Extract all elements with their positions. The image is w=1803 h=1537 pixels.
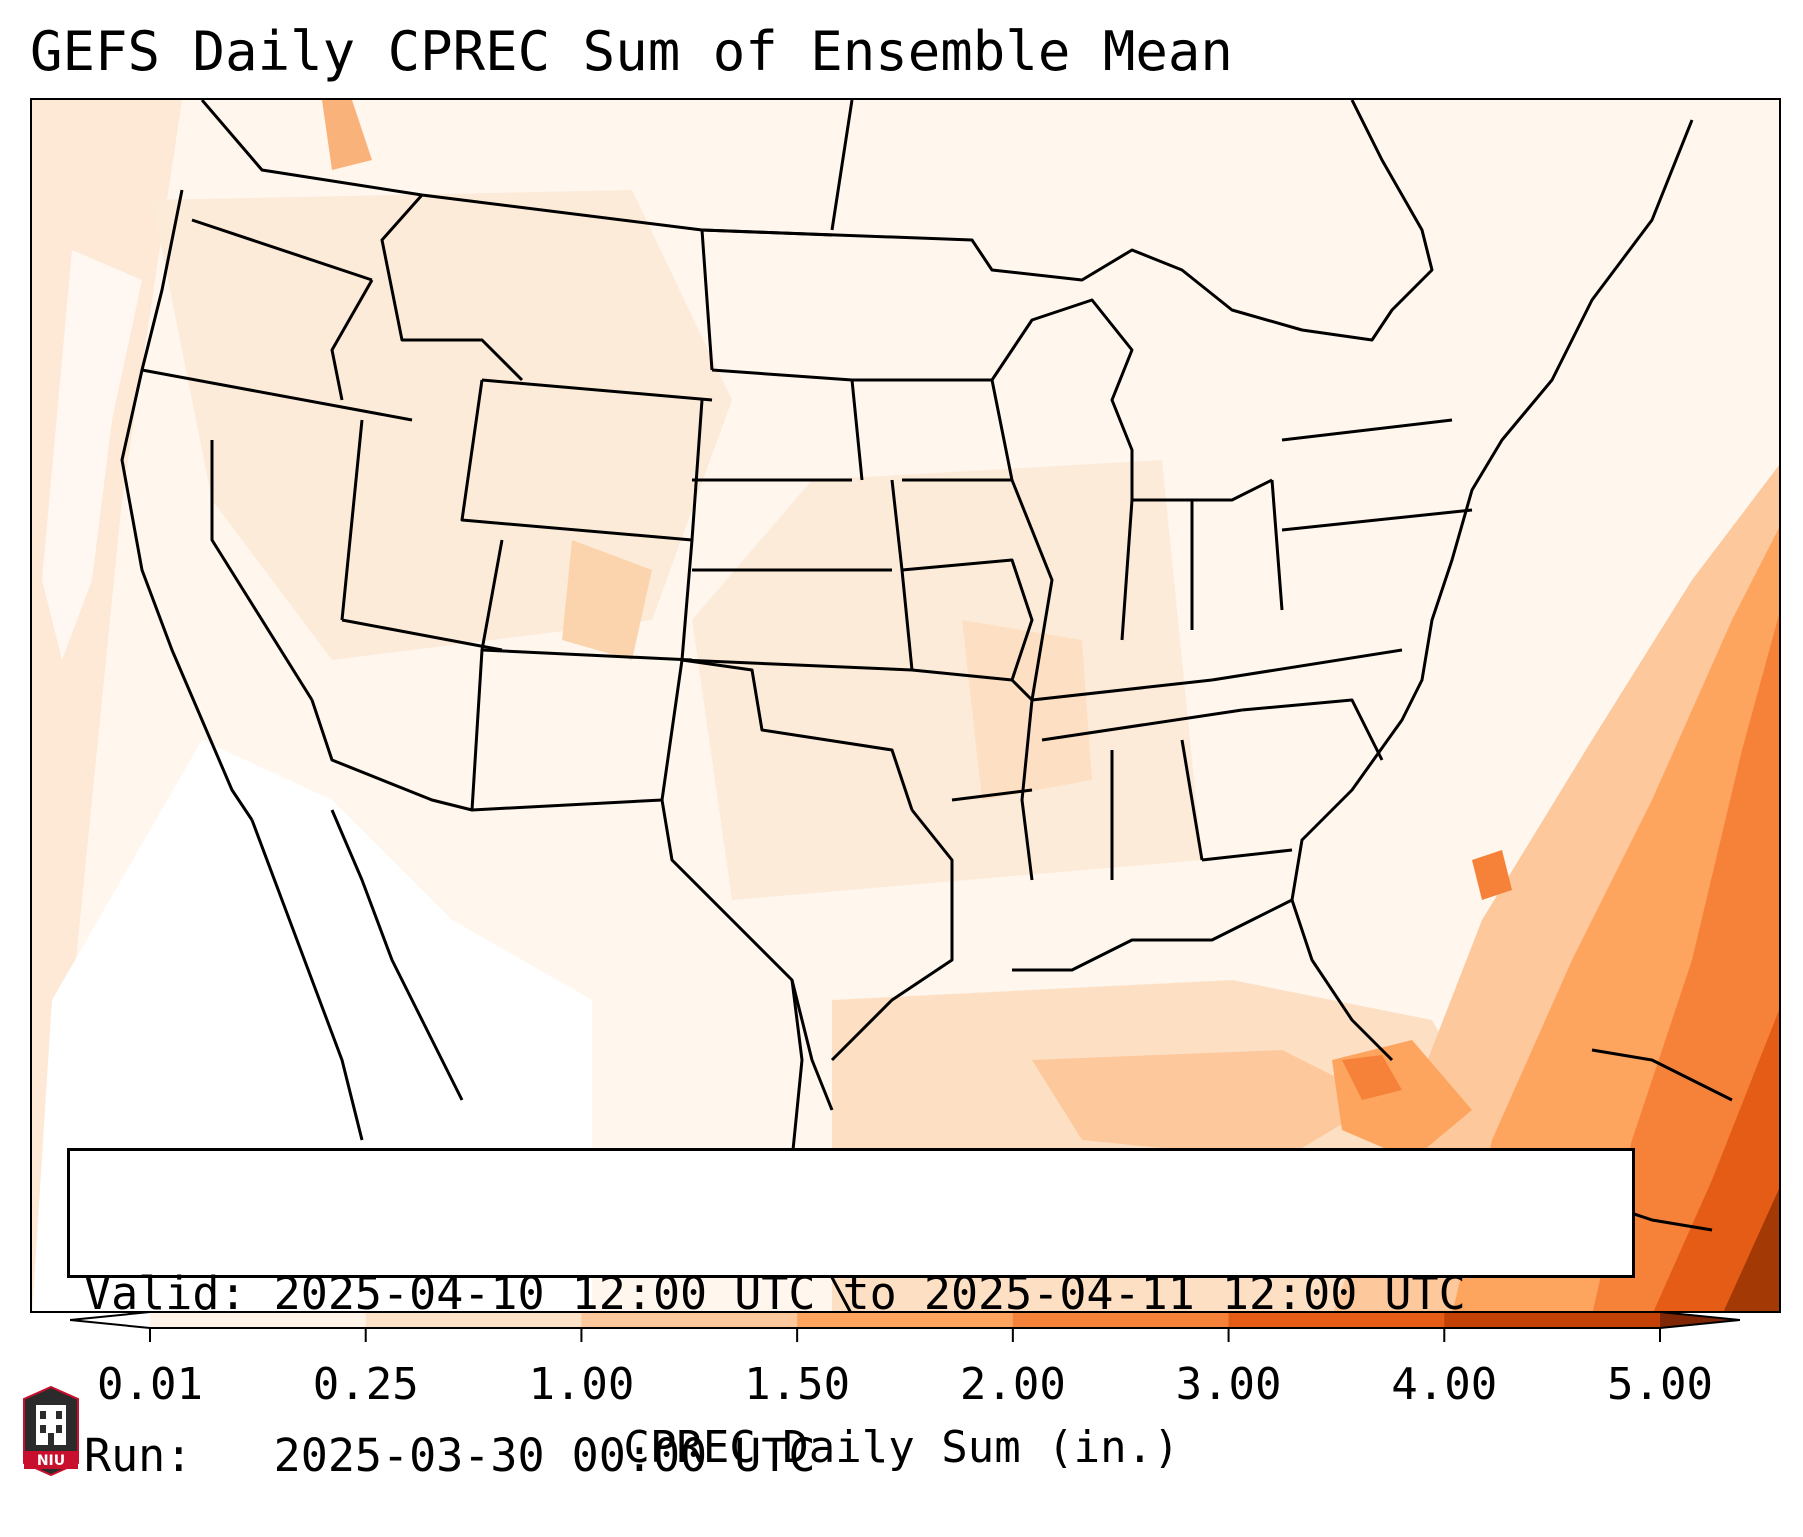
precipitation-map — [32, 100, 1779, 1311]
offshore-patch — [1472, 850, 1512, 900]
pacific-light-patch — [42, 250, 142, 660]
colorbar-segment — [150, 1312, 367, 1328]
map-title: GEFS Daily CPREC Sum of Ensemble Mean — [30, 20, 1233, 83]
pa-md-border — [1281, 508, 1473, 532]
montana-west-border — [380, 194, 524, 382]
validity-info-box: Valid: 2025-04-10 12:00 UTC to 2025-04-1… — [67, 1148, 1635, 1482]
colorbar-under-arrow — [70, 1312, 150, 1328]
mo-border — [901, 558, 1034, 681]
colorbar-segment — [1228, 1312, 1446, 1328]
us-canada-border — [200, 100, 1434, 342]
colorbar-segment — [581, 1312, 799, 1328]
atlantic-coastline — [1290, 119, 1694, 1062]
nv-ut-border — [340, 419, 364, 621]
il-in-oh-border — [1132, 478, 1273, 502]
cuba-outline — [1591, 1048, 1733, 1102]
texas-panhandle-border — [681, 658, 914, 811]
gulf-coastline-east — [1012, 898, 1293, 972]
oh-pa-border — [1270, 479, 1284, 611]
colorbar — [70, 1311, 1740, 1342]
colorbar-segment — [1444, 1312, 1661, 1328]
florida-heavy-shading — [1342, 1055, 1402, 1100]
colorado-shading — [562, 540, 652, 660]
mn-ia-border — [852, 378, 1014, 482]
colorbar-tick-label: 0.01 — [97, 1359, 203, 1410]
va-nc-border — [1211, 648, 1403, 682]
colorbar-tick-label: 4.00 — [1391, 1359, 1498, 1410]
ga-fl-border — [1201, 848, 1293, 862]
montana-dakota-border — [700, 229, 714, 371]
gulf-moderate-shading — [1032, 1050, 1382, 1160]
tn-ms-border — [1041, 708, 1243, 742]
colorbar-tick-label: 0.25 — [312, 1359, 419, 1410]
map-panel — [30, 98, 1781, 1313]
texas-gulf-coast — [830, 809, 954, 1062]
colorbar-tick-label: 1.50 — [744, 1359, 851, 1410]
pacific-coastline — [120, 189, 254, 821]
ca-nv-border — [210, 440, 314, 701]
colorbar-label: CPREC Daily Sum (in.) — [623, 1422, 1180, 1473]
wyoming-border — [460, 379, 704, 542]
wi-border — [990, 298, 1134, 500]
niu-logo: NIU — [23, 1385, 79, 1477]
al-ga-border — [1180, 739, 1204, 861]
baja-coast — [250, 819, 364, 1141]
interior-west-shading — [152, 190, 732, 660]
or-ca-nv-border — [141, 368, 413, 422]
pa-ny-border — [1281, 418, 1453, 442]
ut-az-border — [341, 618, 503, 652]
colorbar-segment — [365, 1312, 583, 1328]
logo-banner — [24, 1451, 78, 1469]
colorbar-tick-label: 2.00 — [959, 1359, 1066, 1410]
state-boundaries — [120, 100, 1733, 1311]
run-time-text: Run: 2025-03-30 00:00 UTC — [84, 1429, 816, 1482]
colorbar-over-arrow — [1660, 1312, 1740, 1328]
colorbar-tick-label: 5.00 — [1607, 1359, 1713, 1410]
idaho-border — [330, 279, 374, 401]
co-east-border — [680, 539, 694, 661]
colorbar-segment — [1012, 1312, 1230, 1328]
mississippi-valley-shading — [962, 620, 1092, 800]
tn-ky-border — [1031, 678, 1213, 702]
colorbar-segments — [150, 1312, 1661, 1328]
nd-mn-border — [830, 100, 854, 231]
ar-la-border — [951, 788, 1033, 802]
az-mexico-border — [310, 699, 663, 812]
caribbean-max-shading — [1723, 1188, 1779, 1311]
wyoming-north-border — [481, 378, 713, 402]
sonora-coast — [330, 809, 464, 1101]
ks-ok-border — [681, 658, 913, 672]
montana-patch — [322, 100, 372, 170]
colorbar-segment — [797, 1312, 1014, 1328]
colorbar-ticks — [149, 1328, 1661, 1342]
il-in-border — [1120, 499, 1134, 641]
nd-top — [701, 228, 833, 237]
colorbar-tick-label: 1.00 — [528, 1359, 635, 1410]
texas-west-border — [660, 659, 834, 1111]
caribbean-heavy-shading — [1653, 1010, 1779, 1311]
logo-text: NIU — [37, 1453, 65, 1469]
colorbar-tick-label: 3.00 — [1175, 1359, 1282, 1410]
nc-sc-border — [1241, 698, 1384, 761]
wa-or-border — [191, 218, 373, 282]
co-nm-border — [481, 648, 693, 662]
